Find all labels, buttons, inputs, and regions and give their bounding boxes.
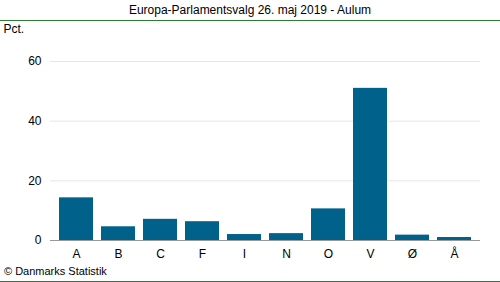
- svg-text:40: 40: [28, 114, 42, 128]
- svg-text:O: O: [324, 247, 333, 261]
- svg-text:B: B: [114, 247, 122, 261]
- svg-text:60: 60: [28, 54, 42, 68]
- html-text:Europa-Parlamentsvalg 26. maj: Europa-Parlamentsvalg 26. maj 2019 - Aul…: [128, 3, 372, 17]
- svg-text:A: A: [72, 247, 80, 261]
- svg-text:Å: Å: [450, 246, 458, 261]
- svg-text:V: V: [366, 247, 374, 261]
- svg-text:I: I: [243, 247, 246, 261]
- svg-text:20: 20: [28, 174, 42, 188]
- svg-text:Ø: Ø: [408, 247, 417, 261]
- svg-text:0: 0: [35, 233, 42, 247]
- html-text:© Danmarks Statistik: © Danmarks Statistik: [4, 265, 107, 277]
- svg-text:N: N: [282, 247, 291, 261]
- svg-text:F: F: [199, 247, 206, 261]
- svg-text:C: C: [156, 247, 165, 261]
- svg-text:Pct.: Pct.: [4, 22, 25, 36]
